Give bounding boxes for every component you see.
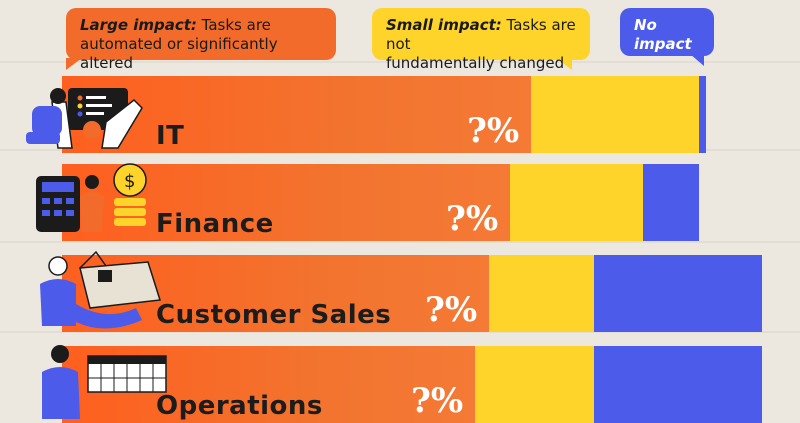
- category-label: Finance: [156, 209, 274, 239]
- value-label: ?%: [446, 199, 499, 239]
- bar-row-it: IT?%: [62, 76, 762, 153]
- category-label: Operations: [156, 391, 323, 421]
- legend-large-text-2: automated or significantly altered: [80, 35, 278, 72]
- bar-segment-small: [531, 76, 699, 153]
- legend-small-pointer: [556, 58, 572, 70]
- customer-sales-illustration-icon: [40, 250, 161, 329]
- bar-segment-none: [699, 76, 706, 153]
- legend-small-text-1: Tasks are not: [386, 16, 576, 53]
- legend-large-pointer: [66, 58, 82, 70]
- legend-none-pointer: [690, 54, 704, 66]
- bar-segment-small: [489, 255, 594, 332]
- legend-large-text-1: Tasks are: [196, 16, 271, 34]
- legend-small-impact: Small impact: Tasks are not fundamentall…: [372, 8, 590, 72]
- bar-segment-none: [594, 255, 762, 332]
- value-label: ?%: [425, 290, 478, 330]
- legend-large-title: Large impact:: [80, 16, 197, 34]
- bar-segment-small: [475, 346, 594, 423]
- bar-segment-small: [510, 164, 643, 241]
- bar-segment-large: [62, 76, 531, 153]
- legend-none-title: No impact: [634, 16, 692, 53]
- bar-segment-none: [594, 346, 762, 423]
- legend-small-title: Small impact:: [386, 16, 502, 34]
- category-label: Customer Sales: [156, 300, 392, 330]
- value-label: ?%: [411, 381, 464, 421]
- operations-illustration-icon: [42, 345, 167, 419]
- bar-row-finance: Finance?%: [62, 164, 762, 241]
- category-label: IT: [156, 121, 185, 151]
- bar-segment-none: [643, 164, 699, 241]
- value-label: ?%: [467, 111, 520, 151]
- legend-large-impact: Large impact: Tasks are automated or sig…: [66, 8, 336, 72]
- bar-row-customer-sales: Customer Sales?%: [62, 255, 762, 332]
- it-illustration-icon: [26, 88, 143, 149]
- legend-small-text-2: fundamentally changed: [386, 54, 565, 72]
- finance-illustration-icon: $: [36, 163, 147, 232]
- legend-no-impact: No impact: [620, 8, 714, 66]
- svg-text:$: $: [124, 171, 135, 192]
